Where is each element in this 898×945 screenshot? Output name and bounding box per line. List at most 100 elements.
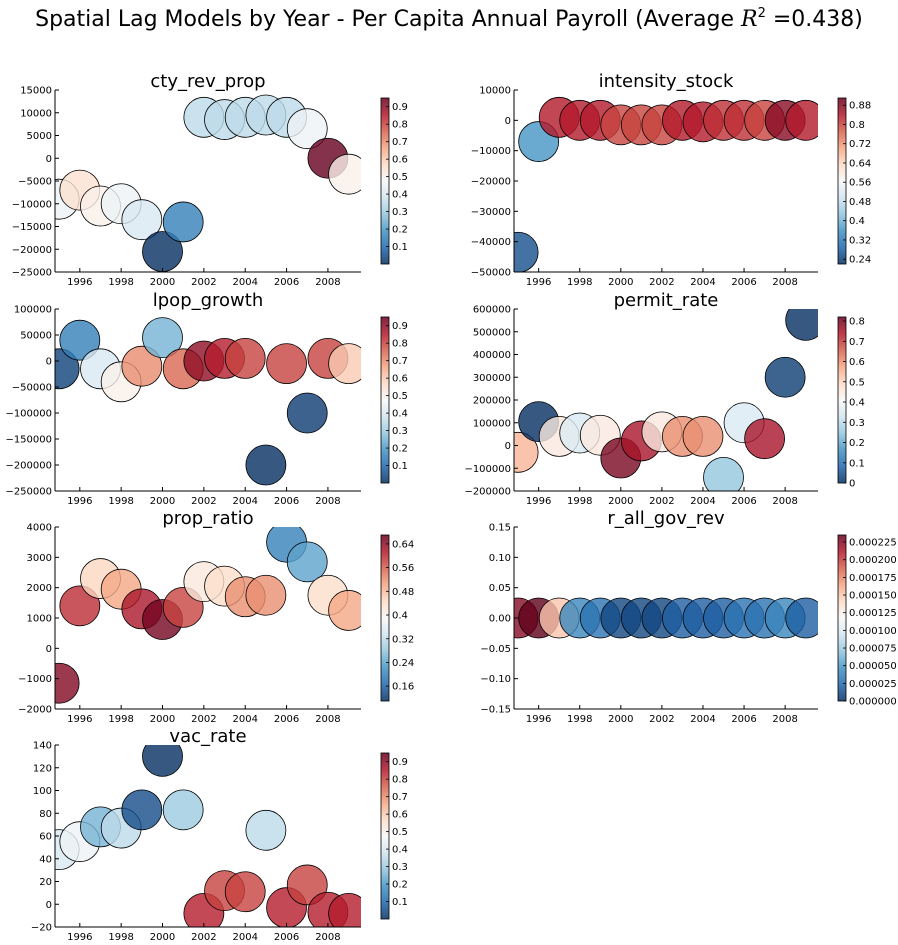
- x-tick-label: 2008: [315, 277, 340, 288]
- x-tick-label: 2000: [150, 714, 175, 725]
- colorbar-tick-label: 0.000175: [849, 573, 897, 584]
- x-tick-label: 2002: [649, 277, 674, 288]
- colorbar-tick-label: 0.56: [849, 178, 871, 189]
- bubble-2009: [785, 597, 818, 639]
- colorbar-tick-label: 0.64: [849, 158, 871, 169]
- x-tick-label: 1996: [67, 277, 92, 288]
- colorbar-tick-label: 0.000100: [849, 626, 897, 637]
- colorbar-tick-label: 0.000025: [849, 679, 897, 690]
- bubble-2009: [785, 99, 818, 141]
- colorbar-tick-label: 0.8: [392, 339, 408, 350]
- colorbar-tick-label: 0.4: [392, 845, 408, 856]
- bubble-2009: [328, 590, 361, 631]
- x-tick-label: 1996: [67, 932, 92, 943]
- colorbar-gradient: [837, 97, 847, 265]
- bubble-2005: [245, 444, 287, 486]
- x-tick-label: 1998: [567, 277, 592, 288]
- colorbar-tick-label: 0.000150: [849, 591, 897, 602]
- x-tick-label: 2002: [191, 277, 216, 288]
- colorbar-tick-label: 0.5: [392, 827, 408, 838]
- figure-title-suffix: =0.438): [766, 7, 863, 32]
- y-tick-label: 100: [33, 786, 52, 797]
- colorbar-tick-label: 0.2: [392, 225, 408, 236]
- y-tick-label: −0.15: [480, 705, 511, 716]
- x-tick-label: 2004: [232, 277, 257, 288]
- x-tick-label: 2006: [274, 496, 299, 507]
- x-tick-label: 1998: [108, 496, 133, 507]
- colorbar-tick-label: 0.000200: [849, 555, 897, 566]
- x-tick-label: 2000: [608, 277, 633, 288]
- subplot-title: lpop_growth: [153, 290, 264, 311]
- y-tick-label: −250000: [5, 487, 52, 498]
- x-tick-label: 1998: [108, 277, 133, 288]
- colorbar-tick-label: 0.8: [849, 120, 865, 131]
- y-tick-label: 0: [46, 644, 52, 655]
- colorbar: 0.000000 0.000025 0.000050 0.000075 0.000100…: [837, 534, 897, 708]
- x-tick-label: 2008: [315, 496, 340, 507]
- y-tick-label: 120: [33, 763, 52, 774]
- bubble-2009: [328, 892, 361, 927]
- y-tick-label: 2000: [27, 583, 52, 594]
- y-tick-label: −10000: [12, 199, 52, 210]
- subplot-title: cty_rev_prop: [150, 71, 265, 92]
- bubble-series: [55, 317, 361, 486]
- bubble-2004: [224, 871, 266, 913]
- bubble-1999: [121, 789, 163, 831]
- y-tick-label: 500000: [473, 327, 511, 338]
- y-tick-label: −0.05: [480, 644, 511, 655]
- colorbar-tick-label: 0.8: [392, 120, 408, 131]
- y-tick-label: 3000: [27, 553, 52, 564]
- x-tick-label: 2002: [649, 496, 674, 507]
- y-tick-label: 50000: [20, 331, 52, 342]
- y-tick-label: 5000: [27, 131, 52, 142]
- x-tick-label: 2000: [608, 496, 633, 507]
- x-tick-label: 2004: [690, 714, 715, 725]
- colorbar-tick-label: 0.1: [392, 897, 408, 908]
- colorbar-tick-label: 0.5: [849, 377, 865, 388]
- colorbar-tick-label: 0.48: [392, 587, 414, 598]
- colorbar-tick-label: 0.72: [849, 139, 871, 150]
- x-tick-label: 2002: [191, 496, 216, 507]
- y-tick-label: 100000: [14, 305, 52, 316]
- bubble-1995: [55, 662, 80, 704]
- y-tick-label: 0: [46, 154, 52, 165]
- subplot-title: intensity_stock: [599, 71, 734, 92]
- colorbar-gradient: [837, 534, 847, 702]
- x-tick-label: 2004: [232, 496, 257, 507]
- bubble-2004: [682, 415, 724, 457]
- y-tick-label: 0.15: [489, 523, 511, 534]
- y-tick-label: 0.00: [489, 614, 511, 625]
- colorbar-tick-label: 0.6: [849, 357, 865, 368]
- colorbar-tick-label: 0.1: [392, 242, 408, 253]
- bubble-series: [514, 309, 818, 491]
- subplot-title: vac_rate: [169, 726, 246, 747]
- figure-title: Spatial Lag Models by Year - Per Capita …: [35, 6, 863, 32]
- colorbar-tick-label: 0.4: [392, 611, 408, 622]
- colorbar-tick-label: 0.9: [392, 102, 408, 113]
- x-tick-label: 1996: [67, 496, 92, 507]
- colorbar-tick-label: 0.24: [849, 255, 871, 266]
- bubble-1999: [121, 199, 163, 241]
- colorbar: 0.1 0.2 0.3 0.4 0.5 0.6 0.7 0.8 0.9: [380, 97, 408, 265]
- bubble-2005: [703, 456, 744, 491]
- colorbar-tick-label: 0.7: [392, 137, 408, 148]
- bubble-1995: [514, 431, 539, 473]
- x-tick-label: 2000: [608, 714, 633, 725]
- y-tick-label: −5000: [18, 177, 52, 188]
- bubble-1999: [121, 345, 163, 387]
- bubble-2009: [328, 153, 361, 195]
- colorbar-tick-label: 0.32: [849, 235, 871, 246]
- colorbar: 0.1 0.2 0.3 0.4 0.5 0.6 0.7 0.8 0.9: [380, 316, 408, 484]
- colorbar-tick-label: 0.7: [392, 356, 408, 367]
- y-tick-label: −100000: [464, 464, 511, 475]
- y-tick-label: −15000: [12, 222, 52, 233]
- x-tick-label: 2002: [191, 932, 216, 943]
- colorbar-tick-label: 0.3: [392, 207, 408, 218]
- y-tick-label: −10000: [471, 146, 511, 157]
- colorbar-gradient: [837, 316, 847, 484]
- y-tick-label: −25000: [12, 268, 52, 279]
- y-tick-label: −20000: [12, 245, 52, 256]
- y-tick-label: −20: [31, 923, 52, 934]
- figure-title-math: R: [740, 7, 758, 32]
